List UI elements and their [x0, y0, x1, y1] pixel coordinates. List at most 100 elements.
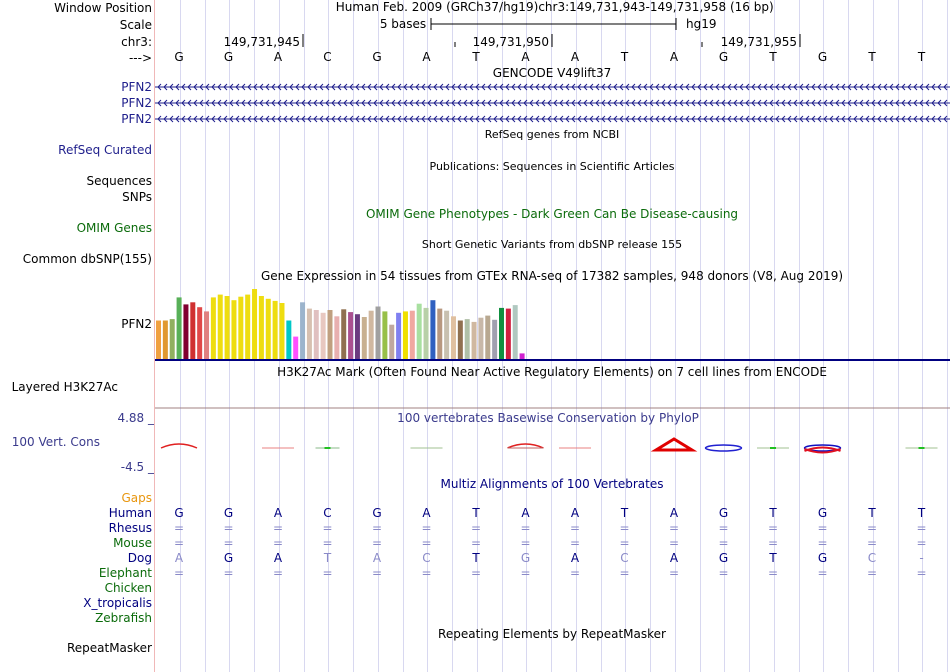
position-text[interactable]: chr3:149,731,943-149,731,958 (16 bp): [538, 0, 774, 14]
gtex-tissue-bar[interactable]: [396, 312, 402, 359]
phylop-graph[interactable]: [155, 436, 950, 460]
gtex-tissue-bar[interactable]: [204, 311, 210, 359]
species-label-x_tropicalis[interactable]: X_tropicalis: [83, 596, 152, 610]
gtex-tissue-bar[interactable]: [334, 316, 340, 359]
gtex-tissue-bar[interactable]: [402, 311, 408, 359]
aligned-base: G: [223, 506, 234, 520]
phylop-score-mark[interactable]: [507, 443, 544, 449]
species-label-chicken[interactable]: Chicken: [104, 581, 152, 595]
aligned-base: =: [817, 536, 828, 550]
gtex-tissue-bar[interactable]: [368, 310, 374, 359]
gtex-tissue-bar[interactable]: [505, 308, 511, 359]
gtex-tissue-bar[interactable]: [252, 289, 258, 359]
publications-snps-label[interactable]: SNPs: [122, 190, 152, 204]
gtex-tissue-bar[interactable]: [409, 310, 415, 359]
strand-chevron-icon: [427, 115, 432, 123]
gene-label-pfn2-1[interactable]: PFN2: [121, 80, 152, 94]
phylop-score-mark[interactable]: [704, 444, 743, 452]
gtex-tissue-bar[interactable]: [238, 296, 244, 359]
gtex-tissue-bar[interactable]: [519, 353, 525, 359]
gtex-tissue-bar[interactable]: [375, 306, 381, 360]
species-label-human[interactable]: Human: [108, 506, 152, 520]
phylop-score-mark[interactable]: [324, 447, 331, 449]
gtex-tissue-bar[interactable]: [485, 315, 491, 359]
gtex-tissue-bar[interactable]: [300, 302, 306, 359]
gtex-tissue-bar[interactable]: [169, 319, 175, 359]
gtex-barchart[interactable]: [155, 283, 535, 360]
dbsnp-track-label[interactable]: Common dbSNP(155): [22, 252, 152, 266]
strand-chevron-icon: [283, 99, 288, 107]
gtex-gene-label[interactable]: PFN2: [121, 317, 152, 331]
gtex-tissue-bar[interactable]: [450, 316, 456, 359]
phylop-score-mark[interactable]: [803, 444, 842, 452]
aligned-base: =: [322, 521, 333, 535]
phylop-track-label[interactable]: 100 Vert. Cons: [11, 435, 100, 449]
gtex-tissue-bar[interactable]: [217, 294, 223, 359]
gtex-tissue-bar[interactable]: [471, 321, 477, 359]
gtex-tissue-bar[interactable]: [183, 304, 189, 359]
gtex-tissue-bar[interactable]: [416, 303, 422, 359]
h3k27ac-track-label[interactable]: Layered H3K27Ac: [11, 380, 118, 394]
phylop-score-mark[interactable]: [160, 443, 198, 449]
gtex-tissue-bar[interactable]: [437, 308, 443, 359]
species-label-mouse[interactable]: Mouse: [113, 536, 152, 550]
gtex-tissue-bar[interactable]: [190, 302, 196, 359]
gtex-tissue-bar[interactable]: [457, 320, 463, 360]
strand-chevron-icon: [241, 83, 246, 91]
gene-label-pfn2-2[interactable]: PFN2: [121, 96, 152, 110]
gtex-tissue-bar[interactable]: [492, 319, 498, 359]
reference-base: A: [570, 50, 580, 64]
strand-chevron-icon: [427, 99, 432, 107]
species-label-dog[interactable]: Dog: [127, 551, 152, 565]
phylop-score-mark[interactable]: [804, 446, 841, 454]
gtex-tissue-bar[interactable]: [279, 303, 285, 359]
species-label-rhesus[interactable]: Rhesus: [108, 521, 152, 535]
gtex-tissue-bar[interactable]: [361, 317, 367, 359]
strand-chevron-icon: [505, 83, 510, 91]
strand-chevron-icon: [169, 83, 174, 91]
phylop-score-mark[interactable]: [770, 447, 776, 449]
phylop-score-mark[interactable]: [918, 447, 925, 449]
gtex-tissue-bar[interactable]: [348, 312, 354, 359]
gtex-tissue-bar[interactable]: [341, 309, 347, 359]
gtex-tissue-bar[interactable]: [430, 300, 436, 359]
reference-base: T: [868, 50, 876, 64]
gtex-tissue-bar[interactable]: [464, 319, 470, 359]
repeatmasker-track-label[interactable]: RepeatMasker: [66, 641, 152, 655]
omim-track-label[interactable]: OMIM Genes: [76, 221, 152, 235]
gtex-tissue-bar[interactable]: [156, 320, 161, 360]
gtex-tissue-bar[interactable]: [265, 298, 271, 359]
gtex-tissue-bar[interactable]: [293, 336, 299, 359]
gtex-tissue-bar[interactable]: [327, 310, 333, 359]
species-label-elephant[interactable]: Elephant: [98, 566, 152, 580]
gene-label-pfn2-3[interactable]: PFN2: [121, 112, 152, 126]
gtex-tissue-bar[interactable]: [176, 297, 182, 359]
phylop-score-mark[interactable]: [650, 437, 698, 452]
refseq-track-label[interactable]: RefSeq Curated: [58, 143, 152, 157]
aligned-base: =: [569, 566, 581, 580]
aligned-base: =: [718, 566, 729, 580]
gtex-tissue-bar[interactable]: [306, 308, 312, 359]
gtex-tissue-bar[interactable]: [162, 320, 168, 360]
gtex-tissue-bar[interactable]: [320, 312, 326, 359]
gtex-tissue-bar[interactable]: [258, 296, 264, 359]
gtex-tissue-bar[interactable]: [499, 307, 504, 359]
publications-sequences-label[interactable]: Sequences: [86, 174, 152, 188]
gtex-tissue-bar[interactable]: [444, 310, 450, 359]
gtex-tissue-bar[interactable]: [197, 307, 203, 359]
gtex-tissue-bar[interactable]: [478, 317, 484, 359]
gtex-tissue-bar[interactable]: [512, 305, 518, 359]
gtex-tissue-bar[interactable]: [313, 310, 319, 359]
gtex-tissue-bar[interactable]: [382, 311, 388, 359]
gtex-tissue-bar[interactable]: [224, 296, 230, 359]
gtex-tissue-bar[interactable]: [423, 307, 429, 359]
multiz-title: Multiz Alignments of 100 Vertebrates: [440, 477, 664, 491]
species-label-zebrafish[interactable]: Zebrafish: [95, 611, 152, 625]
gtex-tissue-bar[interactable]: [245, 294, 251, 359]
gtex-tissue-bar[interactable]: [286, 320, 292, 360]
gtex-tissue-bar[interactable]: [272, 300, 278, 359]
gtex-tissue-bar[interactable]: [210, 297, 216, 359]
gtex-tissue-bar[interactable]: [389, 324, 395, 359]
gtex-tissue-bar[interactable]: [354, 314, 360, 359]
gtex-tissue-bar[interactable]: [231, 300, 237, 359]
